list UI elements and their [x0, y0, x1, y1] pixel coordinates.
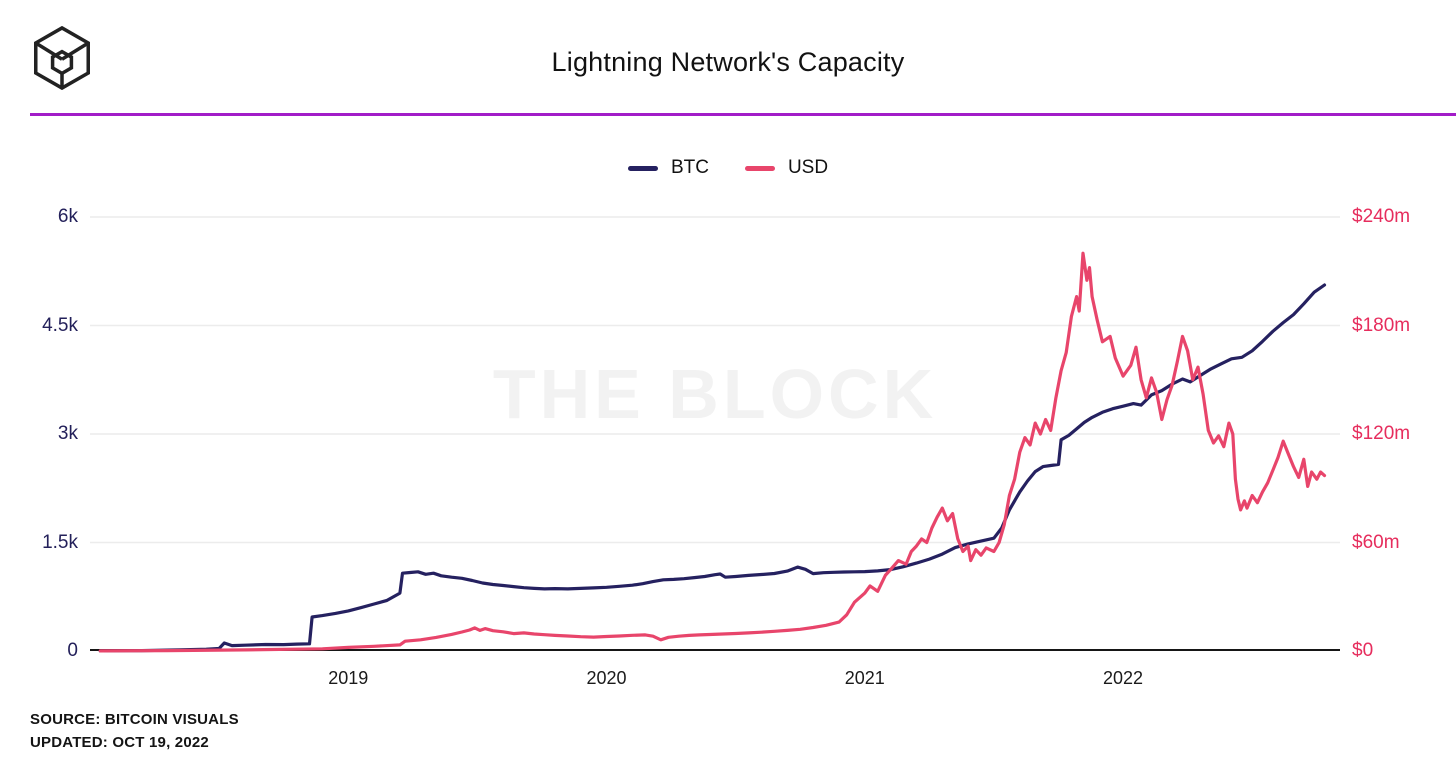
x-axis-tick-2022: 2022: [1103, 668, 1144, 688]
left-axis-tick: 4.5k: [42, 314, 78, 336]
legend-label-usd: USD: [787, 157, 829, 178]
source-line: SOURCE: BITCOIN VISUALS: [30, 711, 239, 728]
left-axis-tick: 1.5k: [42, 531, 78, 553]
legend-item-usd: USD: [744, 157, 829, 179]
right-axis-tick: $0: [1352, 640, 1374, 661]
left-axis-tick: 6k: [57, 206, 78, 227]
capacity-line-chart: [90, 216, 1340, 653]
usd-series-line: [98, 251, 1327, 653]
page-title: Lightning Network's Capacity: [551, 47, 905, 77]
x-axis-tick-2021: 2021: [844, 668, 885, 688]
the-block-logo-icon: [34, 26, 90, 90]
x-axis-tick-2019: 2019: [328, 668, 369, 688]
purple-divider: [30, 113, 1456, 116]
legend-item-btc: BTC: [627, 157, 709, 179]
right-axis-tick: $240m: [1352, 206, 1411, 227]
left-axis-tick: 0: [67, 640, 78, 661]
left-axis-tick: 3k: [57, 423, 78, 444]
usd-line-swatch-icon: [744, 165, 775, 171]
chart-footer: SOURCE: BITCOIN VISUALS UPDATED: OCT 19,…: [30, 708, 239, 754]
updated-line: UPDATED: OCT 19, 2022: [30, 734, 209, 751]
right-axis-tick: $60m: [1352, 531, 1400, 553]
right-axis-tick: $180m: [1352, 314, 1411, 336]
btc-series-line: [98, 283, 1327, 653]
chart-legend: BTC USD: [0, 157, 1456, 179]
btc-line-swatch-icon: [627, 165, 658, 171]
x-axis-tick-2020: 2020: [586, 668, 627, 688]
right-axis-tick: $120m: [1352, 423, 1411, 444]
legend-label-btc: BTC: [670, 157, 709, 178]
